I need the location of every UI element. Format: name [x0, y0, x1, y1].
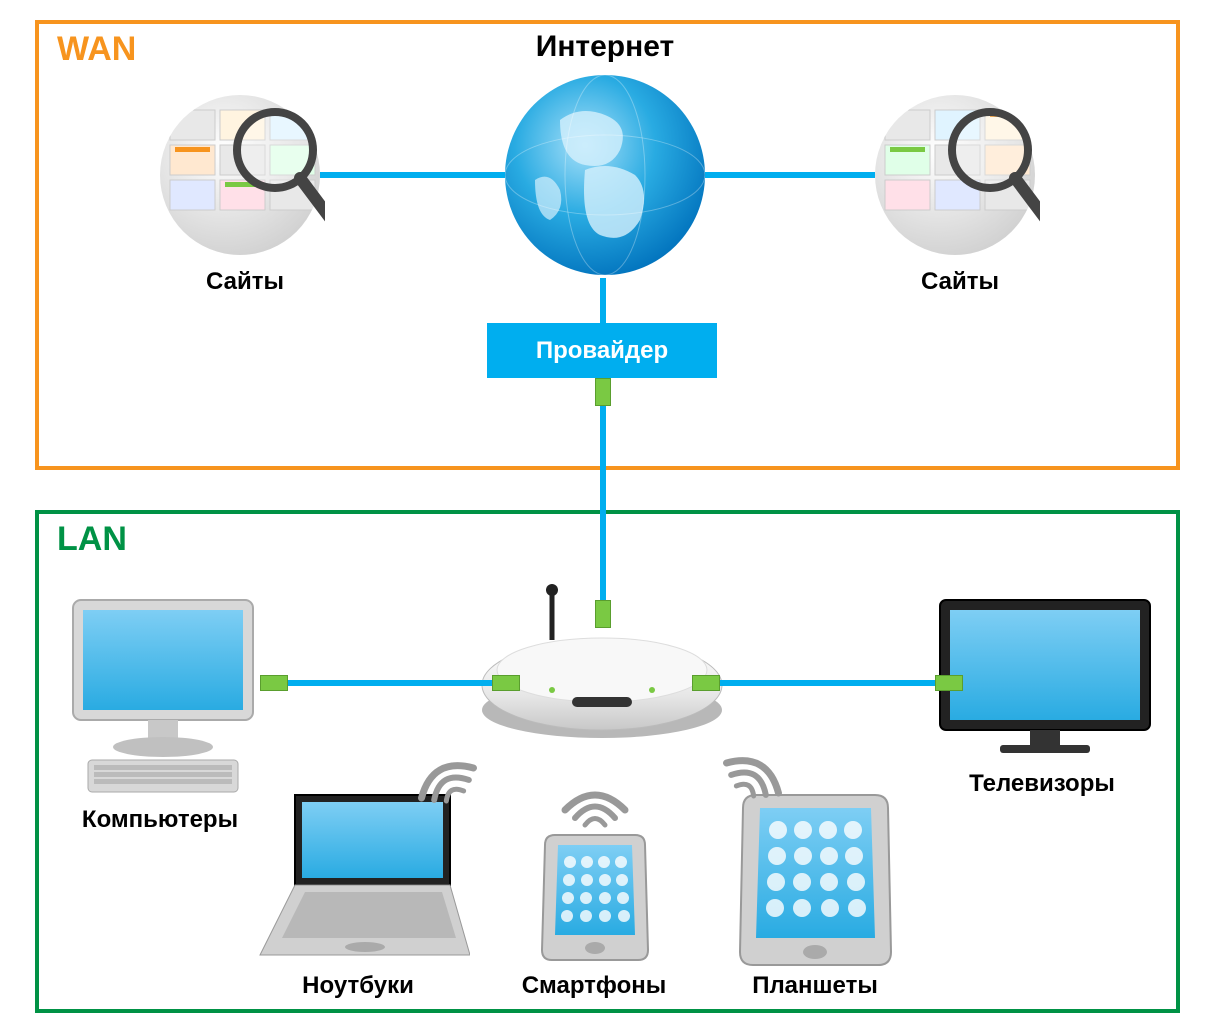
sites-left-icon	[155, 90, 325, 260]
internet-title: Интернет	[505, 30, 705, 64]
lan-label: LAN	[52, 520, 132, 559]
laptop-label: Ноутбуки	[258, 972, 458, 1000]
wifi-laptop-icon	[395, 735, 485, 805]
connector-router-top	[595, 600, 611, 628]
connector-desktop	[260, 675, 288, 691]
connector-provider-down	[595, 378, 611, 406]
provider-box: Провайдер	[487, 323, 717, 378]
desktop-label: Компьютеры	[60, 806, 260, 834]
connector-router-right	[692, 675, 720, 691]
wan-label: WAN	[52, 30, 141, 69]
wifi-tablet-icon	[715, 730, 805, 800]
laptop-icon	[250, 790, 470, 960]
sites-left-label: Сайты	[145, 268, 345, 296]
tablet-label: Планшеты	[715, 972, 915, 1000]
connector-router-left	[492, 675, 520, 691]
connector-tv	[935, 675, 963, 691]
tablet-icon	[738, 790, 893, 970]
cable-router-to-desktop	[285, 680, 495, 686]
smartphone-icon	[540, 830, 650, 965]
desktop-icon	[58, 595, 268, 795]
wifi-smartphone-icon	[550, 760, 640, 830]
cable-provider-to-router	[600, 405, 606, 605]
cable-router-to-tv	[718, 680, 938, 686]
smartphone-label: Смартфоны	[494, 972, 694, 1000]
sites-right-icon	[870, 90, 1040, 260]
globe-icon	[500, 70, 710, 280]
tv-icon	[935, 595, 1155, 755]
cable-globe-to-sites-left	[320, 172, 505, 178]
cable-globe-to-sites-right	[705, 172, 875, 178]
cable-globe-to-provider	[600, 278, 606, 326]
sites-right-label: Сайты	[860, 268, 1060, 296]
tv-label: Телевизоры	[942, 770, 1142, 798]
